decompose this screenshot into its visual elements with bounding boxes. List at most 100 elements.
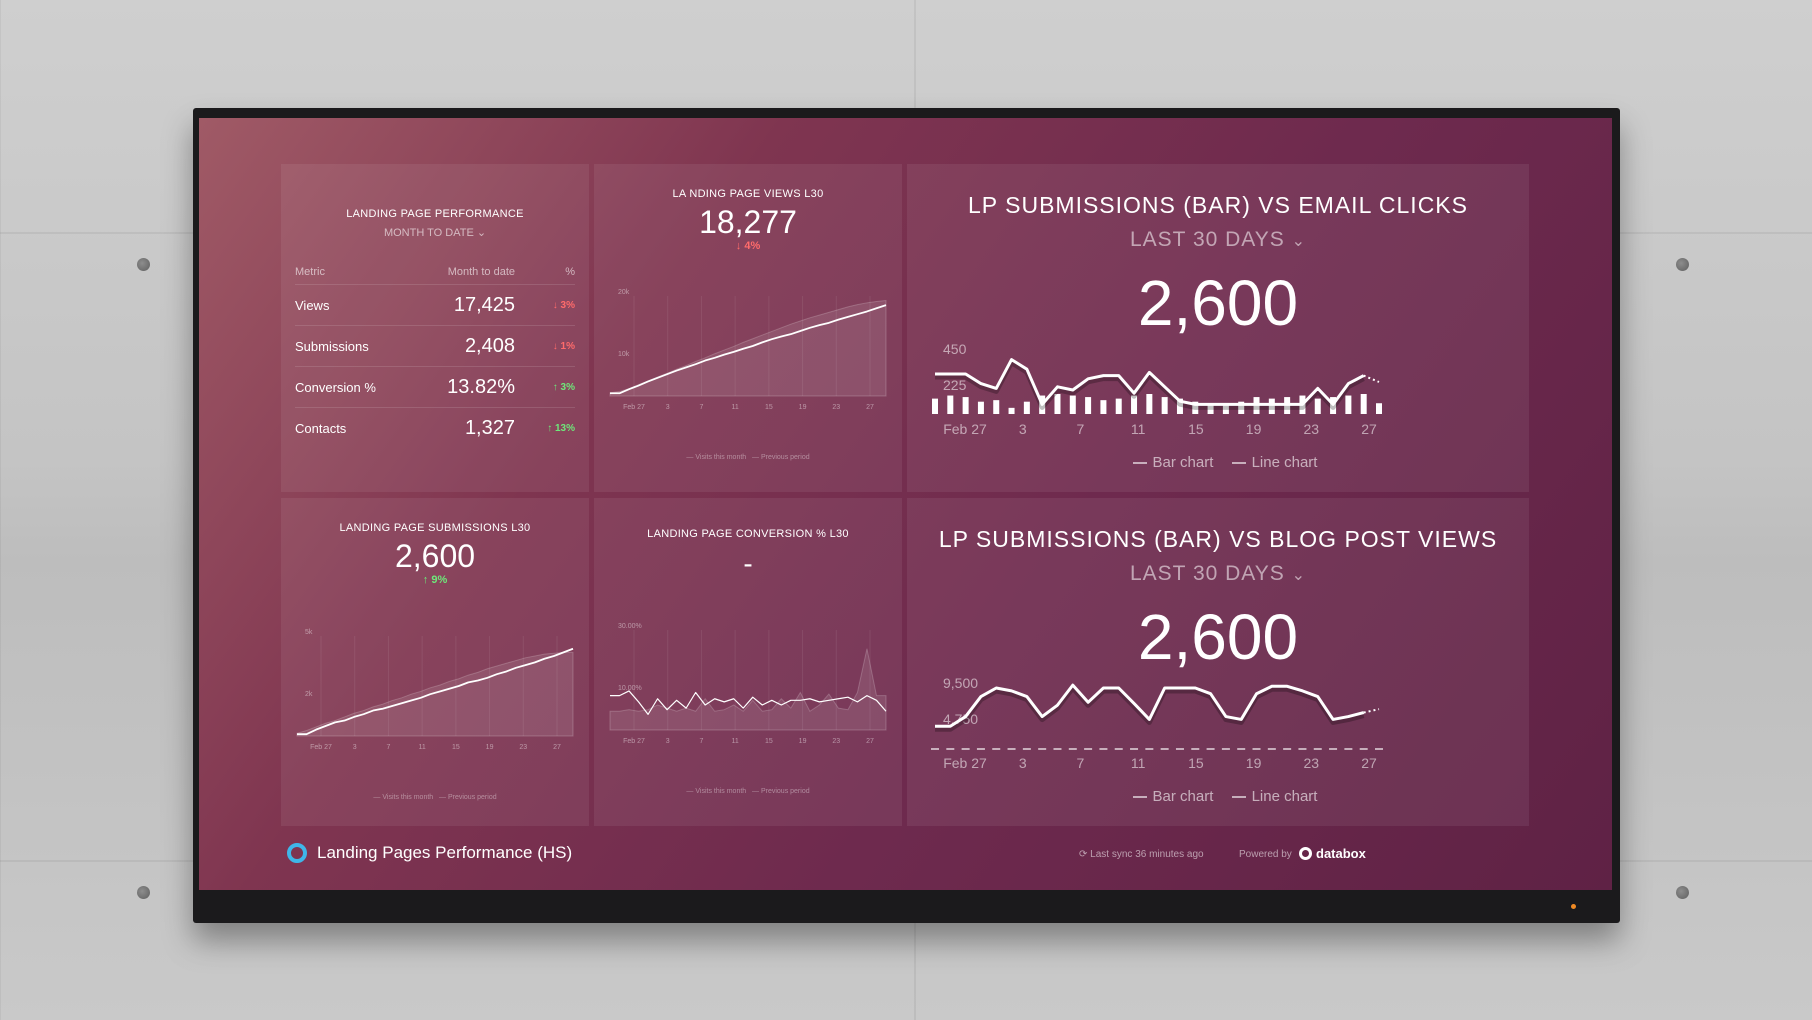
tv-frame: LANDING PAGE PERFORMANCE MONTH TO DATE ⌄… bbox=[193, 108, 1620, 923]
legend-item: Visits this month bbox=[695, 454, 747, 461]
x-tick-label: 15 bbox=[1188, 755, 1204, 771]
x-tick-label: Feb 27 bbox=[623, 404, 645, 411]
legend-item: Bar chart bbox=[1152, 454, 1214, 471]
x-tick-label: 3 bbox=[1019, 755, 1027, 771]
conversion-l30-title: LANDING PAGE CONVERSION % L30 bbox=[647, 528, 849, 540]
bar-mark bbox=[976, 748, 985, 750]
chart-legend: — Visits this month — Previous period bbox=[686, 788, 810, 795]
bar-mark bbox=[1008, 407, 1015, 414]
bar-mark bbox=[993, 400, 1000, 414]
x-tick-label: Feb 27 bbox=[310, 744, 332, 751]
conversion-l30-chart: Feb 27 3 7 11 15 19 23 27 10.00% 30.00% bbox=[609, 623, 887, 745]
metric-change: ↓ 3% bbox=[552, 299, 575, 311]
performance-panel: LANDING PAGE PERFORMANCE MONTH TO DATE ⌄… bbox=[281, 164, 589, 492]
wall-bolt bbox=[1676, 258, 1689, 271]
table-row: Submissions 2,408 ↓ 1% bbox=[295, 326, 575, 367]
databox-brand[interactable]: databox bbox=[1299, 846, 1366, 861]
x-tick-label: 3 bbox=[666, 404, 670, 411]
bar-mark bbox=[962, 397, 969, 414]
x-tick-label: 19 bbox=[1246, 755, 1262, 771]
submissions-l30-value: 2,600 bbox=[394, 538, 476, 574]
table-header: Metric Month to date % bbox=[295, 259, 575, 285]
performance-title: LANDING PAGE PERFORMANCE bbox=[346, 208, 524, 220]
performance-range-label: MONTH TO DATE bbox=[383, 227, 474, 239]
bar-mark bbox=[1022, 748, 1031, 750]
lp-email-chart: 225 450 Feb 27 3 7 11 15 19 23 27 bbox=[932, 341, 1382, 437]
legend-item: Line chart bbox=[1251, 454, 1318, 471]
x-tick-label: 19 bbox=[1246, 421, 1262, 437]
metric-name: Contacts bbox=[295, 421, 347, 436]
x-tick-label: 11 bbox=[732, 404, 739, 411]
current-series-line bbox=[610, 304, 887, 395]
legend-item: Bar chart bbox=[1152, 788, 1214, 805]
dashboard-logo-icon bbox=[287, 843, 307, 863]
lp-blog-range-label: LAST 30 DAYS bbox=[1129, 562, 1285, 585]
bar-mark bbox=[1191, 748, 1200, 750]
wall-bolt bbox=[137, 258, 150, 271]
x-tick-label: 3 bbox=[1019, 421, 1027, 437]
bar-mark bbox=[946, 748, 955, 750]
x-tick-label: 19 bbox=[486, 744, 494, 751]
x-tick-label: 11 bbox=[1131, 421, 1146, 437]
lp-email-value: 2,600 bbox=[1137, 267, 1299, 339]
metric-value: 13.82% bbox=[447, 375, 515, 398]
bar-mark bbox=[1359, 748, 1368, 750]
x-tick-label: 27 bbox=[866, 404, 874, 411]
chart-legend: Bar chart Line chart bbox=[907, 454, 1529, 471]
lp-email-range-dropdown[interactable]: LAST 30 DAYS ⌄ bbox=[907, 228, 1529, 252]
power-led bbox=[1571, 904, 1576, 909]
bar-mark bbox=[992, 748, 1001, 750]
bar-mark bbox=[1345, 395, 1352, 414]
bar-mark bbox=[1252, 748, 1261, 750]
bar-mark bbox=[931, 748, 939, 750]
legend-item: Visits this month bbox=[695, 788, 747, 795]
bar-mark bbox=[1038, 748, 1047, 750]
y-tick-label: 30.00% bbox=[618, 623, 642, 630]
line-forecast-segment bbox=[1363, 374, 1380, 383]
x-tick-label: Feb 27 bbox=[943, 755, 987, 771]
bar-mark bbox=[1023, 401, 1030, 414]
submissions-l30-chart: Feb 27 3 7 11 15 19 23 27 2k 5k bbox=[296, 629, 574, 751]
bar-mark bbox=[1100, 400, 1107, 414]
x-tick-label: 27 bbox=[1361, 421, 1377, 437]
bar-mark bbox=[1160, 748, 1169, 750]
current-series-line bbox=[297, 647, 574, 736]
bar-mark bbox=[1146, 394, 1153, 414]
y-tick-label: 10k bbox=[618, 351, 630, 358]
x-tick-label: Feb 27 bbox=[623, 738, 645, 745]
bar-mark bbox=[1237, 748, 1246, 750]
bar-mark bbox=[1221, 748, 1230, 750]
legend-item: Previous period bbox=[760, 788, 810, 795]
performance-range-dropdown[interactable]: MONTH TO DATE ⌄ bbox=[281, 226, 589, 239]
x-tick-label: 19 bbox=[799, 404, 807, 411]
bar-mark bbox=[1222, 404, 1229, 414]
metric-value: 1,327 bbox=[464, 417, 515, 439]
views-l30-title: LA NDING PAGE VIEWS L30 bbox=[672, 188, 824, 200]
column-header: % bbox=[565, 265, 575, 278]
lp-email-panel: LP SUBMISSIONS (BAR) VS EMAIL CLICKS LAS… bbox=[907, 164, 1529, 492]
performance-table: Metric Month to date % Views 17,425 ↓ 3%… bbox=[295, 259, 575, 449]
metric-name: Submissions bbox=[295, 338, 369, 354]
y-tick-label: 10.00% bbox=[618, 685, 642, 692]
submissions-l30-title: LANDING PAGE SUBMISSIONS L30 bbox=[339, 522, 531, 534]
lp-blog-range-dropdown[interactable]: LAST 30 DAYS ⌄ bbox=[907, 562, 1529, 586]
chart-legend: — Visits this month — Previous period bbox=[373, 794, 497, 801]
dashboard-screen: LANDING PAGE PERFORMANCE MONTH TO DATE ⌄… bbox=[199, 118, 1612, 890]
views-l30-change: ↓ 4% bbox=[735, 240, 761, 252]
lp-email-range-label: LAST 30 DAYS bbox=[1129, 228, 1285, 251]
bar-mark bbox=[1238, 401, 1245, 414]
bar-mark bbox=[1313, 748, 1322, 750]
legend-item: Previous period bbox=[760, 454, 810, 461]
previous-period-area bbox=[296, 651, 574, 737]
views-l30-chart: Feb 27 3 7 11 15 19 23 27 10k 20k bbox=[609, 289, 887, 411]
x-tick-label: 27 bbox=[553, 744, 561, 751]
x-tick-label: 23 bbox=[519, 744, 527, 751]
bar-mark bbox=[1268, 398, 1275, 414]
bar-mark bbox=[932, 398, 938, 414]
bar-mark bbox=[977, 401, 984, 414]
bar-mark bbox=[1114, 748, 1123, 750]
x-tick-label: 7 bbox=[386, 744, 390, 751]
line-series bbox=[935, 358, 1365, 406]
wall-bolt bbox=[137, 886, 150, 899]
brand-name: databox bbox=[1316, 846, 1366, 861]
